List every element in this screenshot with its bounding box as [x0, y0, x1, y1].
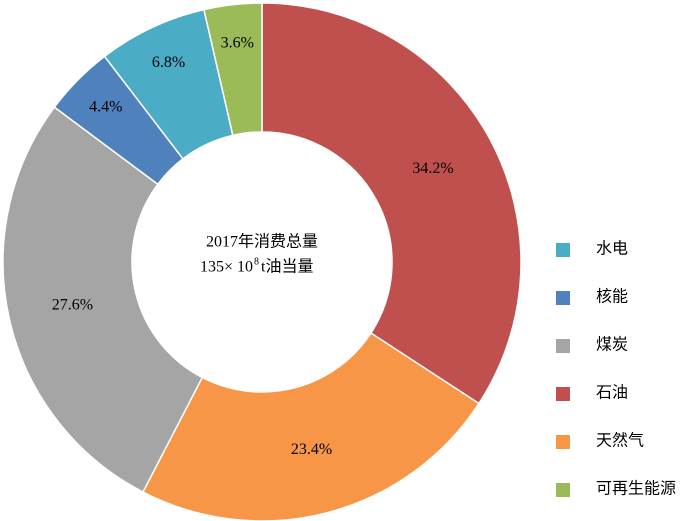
donut-slice	[2, 106, 204, 494]
donut-slice	[203, 2, 263, 137]
data-label: 4.4%	[89, 98, 122, 115]
donut-slice	[141, 331, 480, 521]
data-label: 3.6%	[221, 35, 254, 52]
legend-swatch	[556, 291, 570, 305]
center-label: 2017年消费总量	[206, 233, 318, 251]
center-label: 135× 10	[200, 259, 253, 276]
data-label: 34.2%	[412, 160, 453, 177]
legend-swatch	[556, 243, 570, 257]
legend-label: 可再生能源	[596, 480, 676, 498]
legend-swatch	[556, 387, 570, 401]
data-label: 27.6%	[52, 296, 93, 313]
legend-label: 石油	[596, 384, 628, 402]
data-label: 6.8%	[152, 54, 185, 71]
center-label: t油当量	[261, 258, 313, 276]
donut-slice	[261, 2, 522, 405]
legend-label: 煤炭	[596, 336, 628, 354]
center-label: 8	[254, 256, 259, 267]
legend-label: 天然气	[596, 432, 644, 450]
legend-label: 核能	[596, 288, 628, 306]
legend-swatch	[556, 435, 570, 449]
data-label: 23.4%	[291, 441, 332, 458]
legend-swatch	[556, 483, 570, 497]
legend-label: 水电	[596, 240, 628, 258]
legend-swatch	[556, 339, 570, 353]
